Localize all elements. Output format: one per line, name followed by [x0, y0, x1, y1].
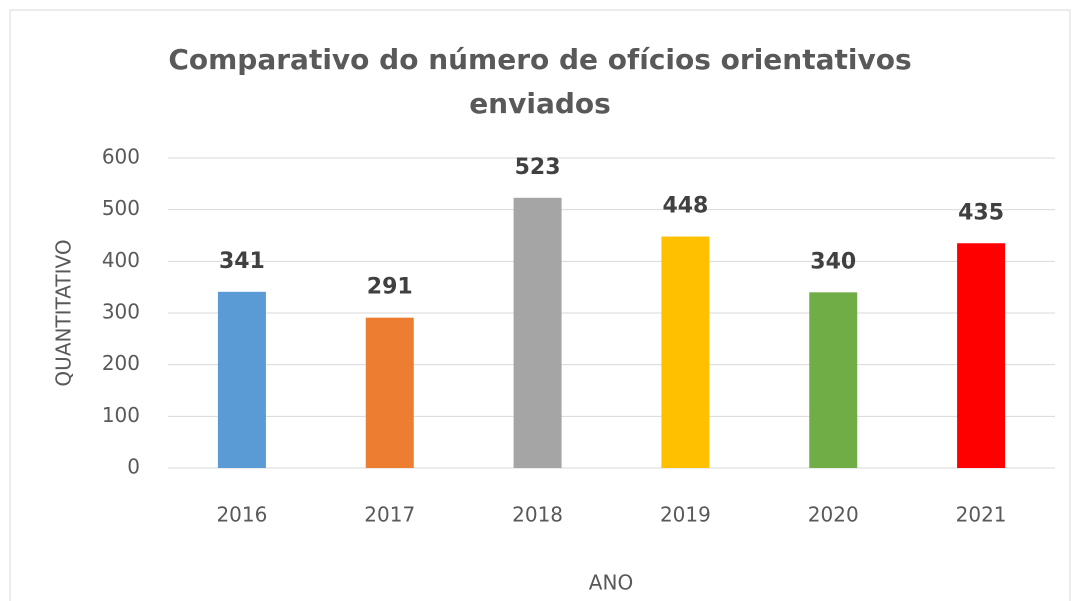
- y-axis-label: QUANTITATIVO: [52, 239, 76, 386]
- bar: [809, 292, 858, 468]
- data-label: 448: [662, 194, 708, 219]
- bar: [957, 243, 1006, 468]
- x-axis-label: ANO: [589, 571, 633, 595]
- x-tick-label: 2016: [216, 503, 267, 527]
- data-label: 435: [958, 200, 1004, 225]
- bar: [365, 317, 414, 468]
- x-tick-label: 2020: [808, 503, 859, 527]
- data-label: 341: [219, 249, 265, 274]
- x-tick-label: 2021: [956, 503, 1007, 527]
- y-tick-label: 0: [127, 455, 140, 479]
- bar: [661, 236, 710, 468]
- y-tick-label: 200: [102, 351, 140, 375]
- data-label: 340: [810, 249, 856, 274]
- bar: [513, 197, 562, 469]
- chart-border: [9, 9, 1071, 601]
- bar: [217, 291, 266, 468]
- y-tick-label: 300: [102, 300, 140, 324]
- x-tick-label: 2018: [512, 503, 563, 527]
- chart-title: Comparativo do número de ofícios orienta…: [168, 43, 912, 120]
- x-tick-label: 2019: [660, 503, 711, 527]
- x-tick-label: 2017: [364, 503, 415, 527]
- y-tick-label: 400: [102, 248, 140, 272]
- data-label: 523: [515, 155, 561, 180]
- y-tick-label: 100: [102, 403, 140, 427]
- data-label: 291: [367, 275, 413, 300]
- y-tick-label: 500: [102, 196, 140, 220]
- y-tick-label: 600: [102, 145, 140, 169]
